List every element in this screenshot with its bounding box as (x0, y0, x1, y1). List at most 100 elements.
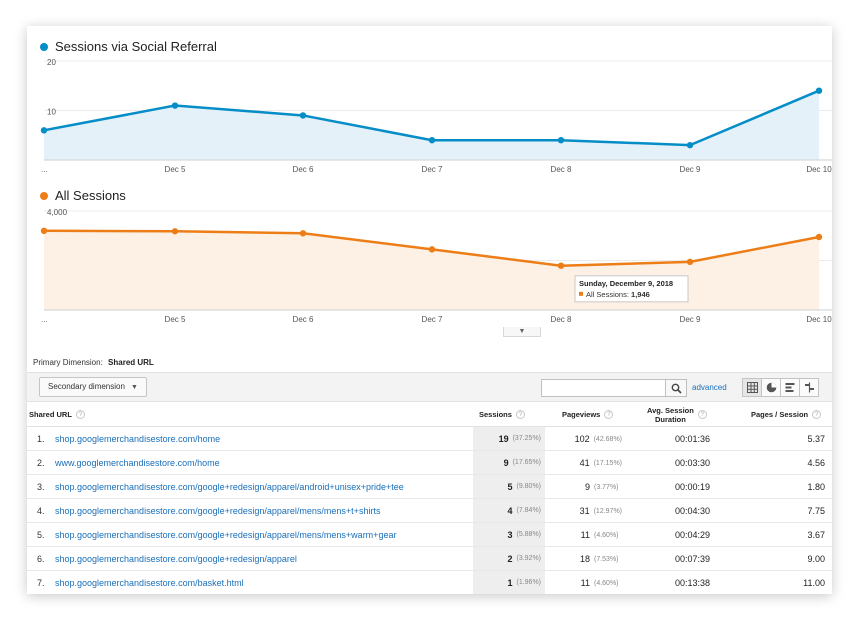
pageviews-value: 102 (574, 434, 590, 444)
x-tick-label: Dec 7 (422, 315, 443, 324)
data-point[interactable] (299, 230, 307, 237)
column-header-pages-per-session[interactable]: Pages / Session? (751, 402, 822, 427)
column-header-avg-duration[interactable]: Avg. Session Duration ? (647, 402, 707, 427)
table-row: 2. www.googlemerchandisestore.com/home 9 (1… (27, 451, 832, 475)
table-row: 7. shop.googlemerchandisestore.com/basket… (27, 571, 832, 594)
data-point[interactable] (557, 137, 565, 144)
help-icon[interactable]: ? (697, 410, 707, 419)
column-header-label: Pageviews (562, 410, 601, 419)
row-avg-duration: 00:01:36 (674, 434, 710, 444)
help-icon[interactable]: ? (515, 410, 525, 419)
bar-chart-icon (785, 383, 794, 392)
table-row: 1. shop.googlemerchandisestore.com/home 19… (27, 427, 832, 451)
pageviews-percent: (7.53%) (594, 555, 619, 563)
row-sessions: 5 (9.80%) (473, 475, 545, 498)
row-url-link[interactable]: shop.googlemerchandisestore.com/google+r… (55, 530, 397, 540)
report-card: Sessions via Social Referral 20 10... Dec … (27, 26, 832, 594)
help-icon[interactable]: ? (75, 410, 85, 419)
x-tick-label: Dec 8 (551, 165, 572, 174)
collapse-chart-toggle[interactable]: ▼ (503, 327, 541, 337)
row-url-link[interactable]: shop.googlemerchandisestore.com/google+r… (55, 554, 297, 564)
chart-tooltip (574, 275, 689, 303)
advanced-filter-link[interactable]: advanced (692, 383, 727, 392)
pageviews-value: 11 (580, 578, 590, 588)
pageviews-percent: (12.97%) (593, 507, 622, 515)
x-tick-label: Dec 10 (806, 165, 832, 174)
table-row: 4. shop.googlemerchandisestore.com/google… (27, 499, 832, 523)
sessions-percent: (7.84%) (516, 507, 541, 514)
pageviews-value: 31 (579, 506, 590, 516)
row-index: 5. (37, 530, 45, 540)
x-tick-label: ... (41, 165, 48, 174)
comparison-icon (804, 382, 814, 393)
legend-dot-all (40, 191, 48, 200)
data-point[interactable] (557, 262, 565, 269)
data-point[interactable] (171, 102, 179, 109)
column-header-shared-url[interactable]: Shared URL? (29, 402, 85, 427)
view-toggle-group (742, 378, 819, 397)
duration-header-line2: Duration (654, 414, 686, 424)
row-url-link[interactable]: shop.googlemerchandisestore.com/home (55, 434, 221, 444)
row-index: 3. (37, 482, 45, 492)
secondary-dimension-dropdown[interactable]: Secondary dimension ▼ (39, 377, 147, 397)
row-avg-duration: 00:04:29 (674, 530, 710, 540)
row-avg-duration: 00:04:30 (674, 506, 710, 516)
x-tick-label: Dec 10 (806, 315, 832, 324)
data-point[interactable] (686, 141, 694, 149)
row-sessions: 1 (1.96%) (473, 571, 545, 594)
data-point[interactable] (171, 228, 179, 235)
help-icon[interactable]: ? (812, 410, 822, 419)
row-url-link[interactable]: shop.googlemerchandisestore.com/google+r… (55, 506, 381, 516)
data-table: Shared URL? Sessions? Pageviews? Avg. Se… (27, 402, 832, 594)
sessions-value: 3 (507, 529, 513, 540)
series-area (44, 230, 819, 310)
secondary-dimension-label: Secondary dimension (48, 382, 125, 391)
row-pageviews: 9 (3.77%) (562, 475, 622, 499)
sessions-percent: (17.65%) (512, 459, 541, 466)
column-header-pageviews[interactable]: Pageviews? (562, 402, 614, 427)
x-tick-label: Dec 9 (680, 165, 701, 174)
table-row: 5. shop.googlemerchandisestore.com/google… (27, 523, 832, 547)
row-pageviews: 11 (4.60%) (562, 571, 622, 594)
tooltip-title: Sunday, December 9, 2018 (579, 279, 673, 288)
comparison-view-button[interactable] (799, 378, 819, 397)
sessions-value: 9 (503, 457, 509, 468)
primary-dimension-value[interactable]: Shared URL (108, 358, 154, 367)
data-point[interactable] (815, 87, 823, 94)
x-tick-label: Dec 5 (165, 315, 186, 324)
row-url-link[interactable]: shop.googlemerchandisestore.com/google+r… (55, 482, 404, 492)
x-tick-label: ... (41, 315, 48, 324)
social-sessions-chart[interactable]: 20 10... Dec 5 Dec 6 Dec 7 Dec 8 Dec 9 Dec 10 (27, 56, 832, 181)
pie-view-button[interactable] (761, 378, 781, 397)
data-point[interactable] (686, 258, 694, 266)
row-pages-per-session: 11.00 (803, 578, 825, 588)
column-header-sessions[interactable]: Sessions? (479, 402, 525, 427)
duration-header-line1: Avg. Session (647, 405, 694, 415)
x-tick-label: Dec 6 (293, 315, 314, 324)
column-header-label: Avg. Session Duration (647, 406, 694, 424)
sessions-value: 4 (507, 505, 513, 516)
row-url-link[interactable]: www.googlemerchandisestore.com/home (55, 458, 220, 468)
row-pageviews: 18 (7.53%) (562, 547, 622, 571)
row-pageviews: 11 (4.60%) (562, 523, 622, 547)
table-search-input[interactable] (541, 379, 666, 397)
row-avg-duration: 00:13:38 (674, 578, 710, 588)
sessions-value: 5 (507, 481, 513, 492)
data-point[interactable] (40, 227, 48, 234)
row-sessions: 3 (5.88%) (473, 523, 545, 546)
pageviews-percent: (42.68%) (593, 435, 622, 443)
search-button[interactable] (665, 379, 687, 397)
data-point[interactable] (40, 127, 48, 134)
table-view-button[interactable] (742, 378, 762, 397)
data-point[interactable] (815, 233, 823, 241)
data-point[interactable] (299, 112, 307, 119)
performance-view-button[interactable] (780, 378, 800, 397)
data-point[interactable] (428, 137, 436, 144)
data-point[interactable] (428, 246, 436, 253)
help-icon[interactable]: ? (604, 410, 614, 419)
primary-dimension-label: Primary Dimension: (33, 358, 103, 367)
row-url-link[interactable]: shop.googlemerchandisestore.com/basket.h… (55, 578, 244, 588)
column-header-label: Shared URL (29, 410, 72, 419)
sessions-value: 1 (507, 577, 513, 588)
